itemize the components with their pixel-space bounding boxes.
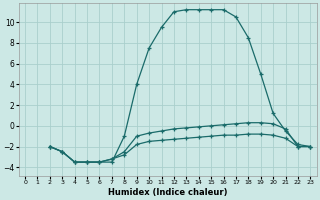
X-axis label: Humidex (Indice chaleur): Humidex (Indice chaleur)	[108, 188, 228, 197]
